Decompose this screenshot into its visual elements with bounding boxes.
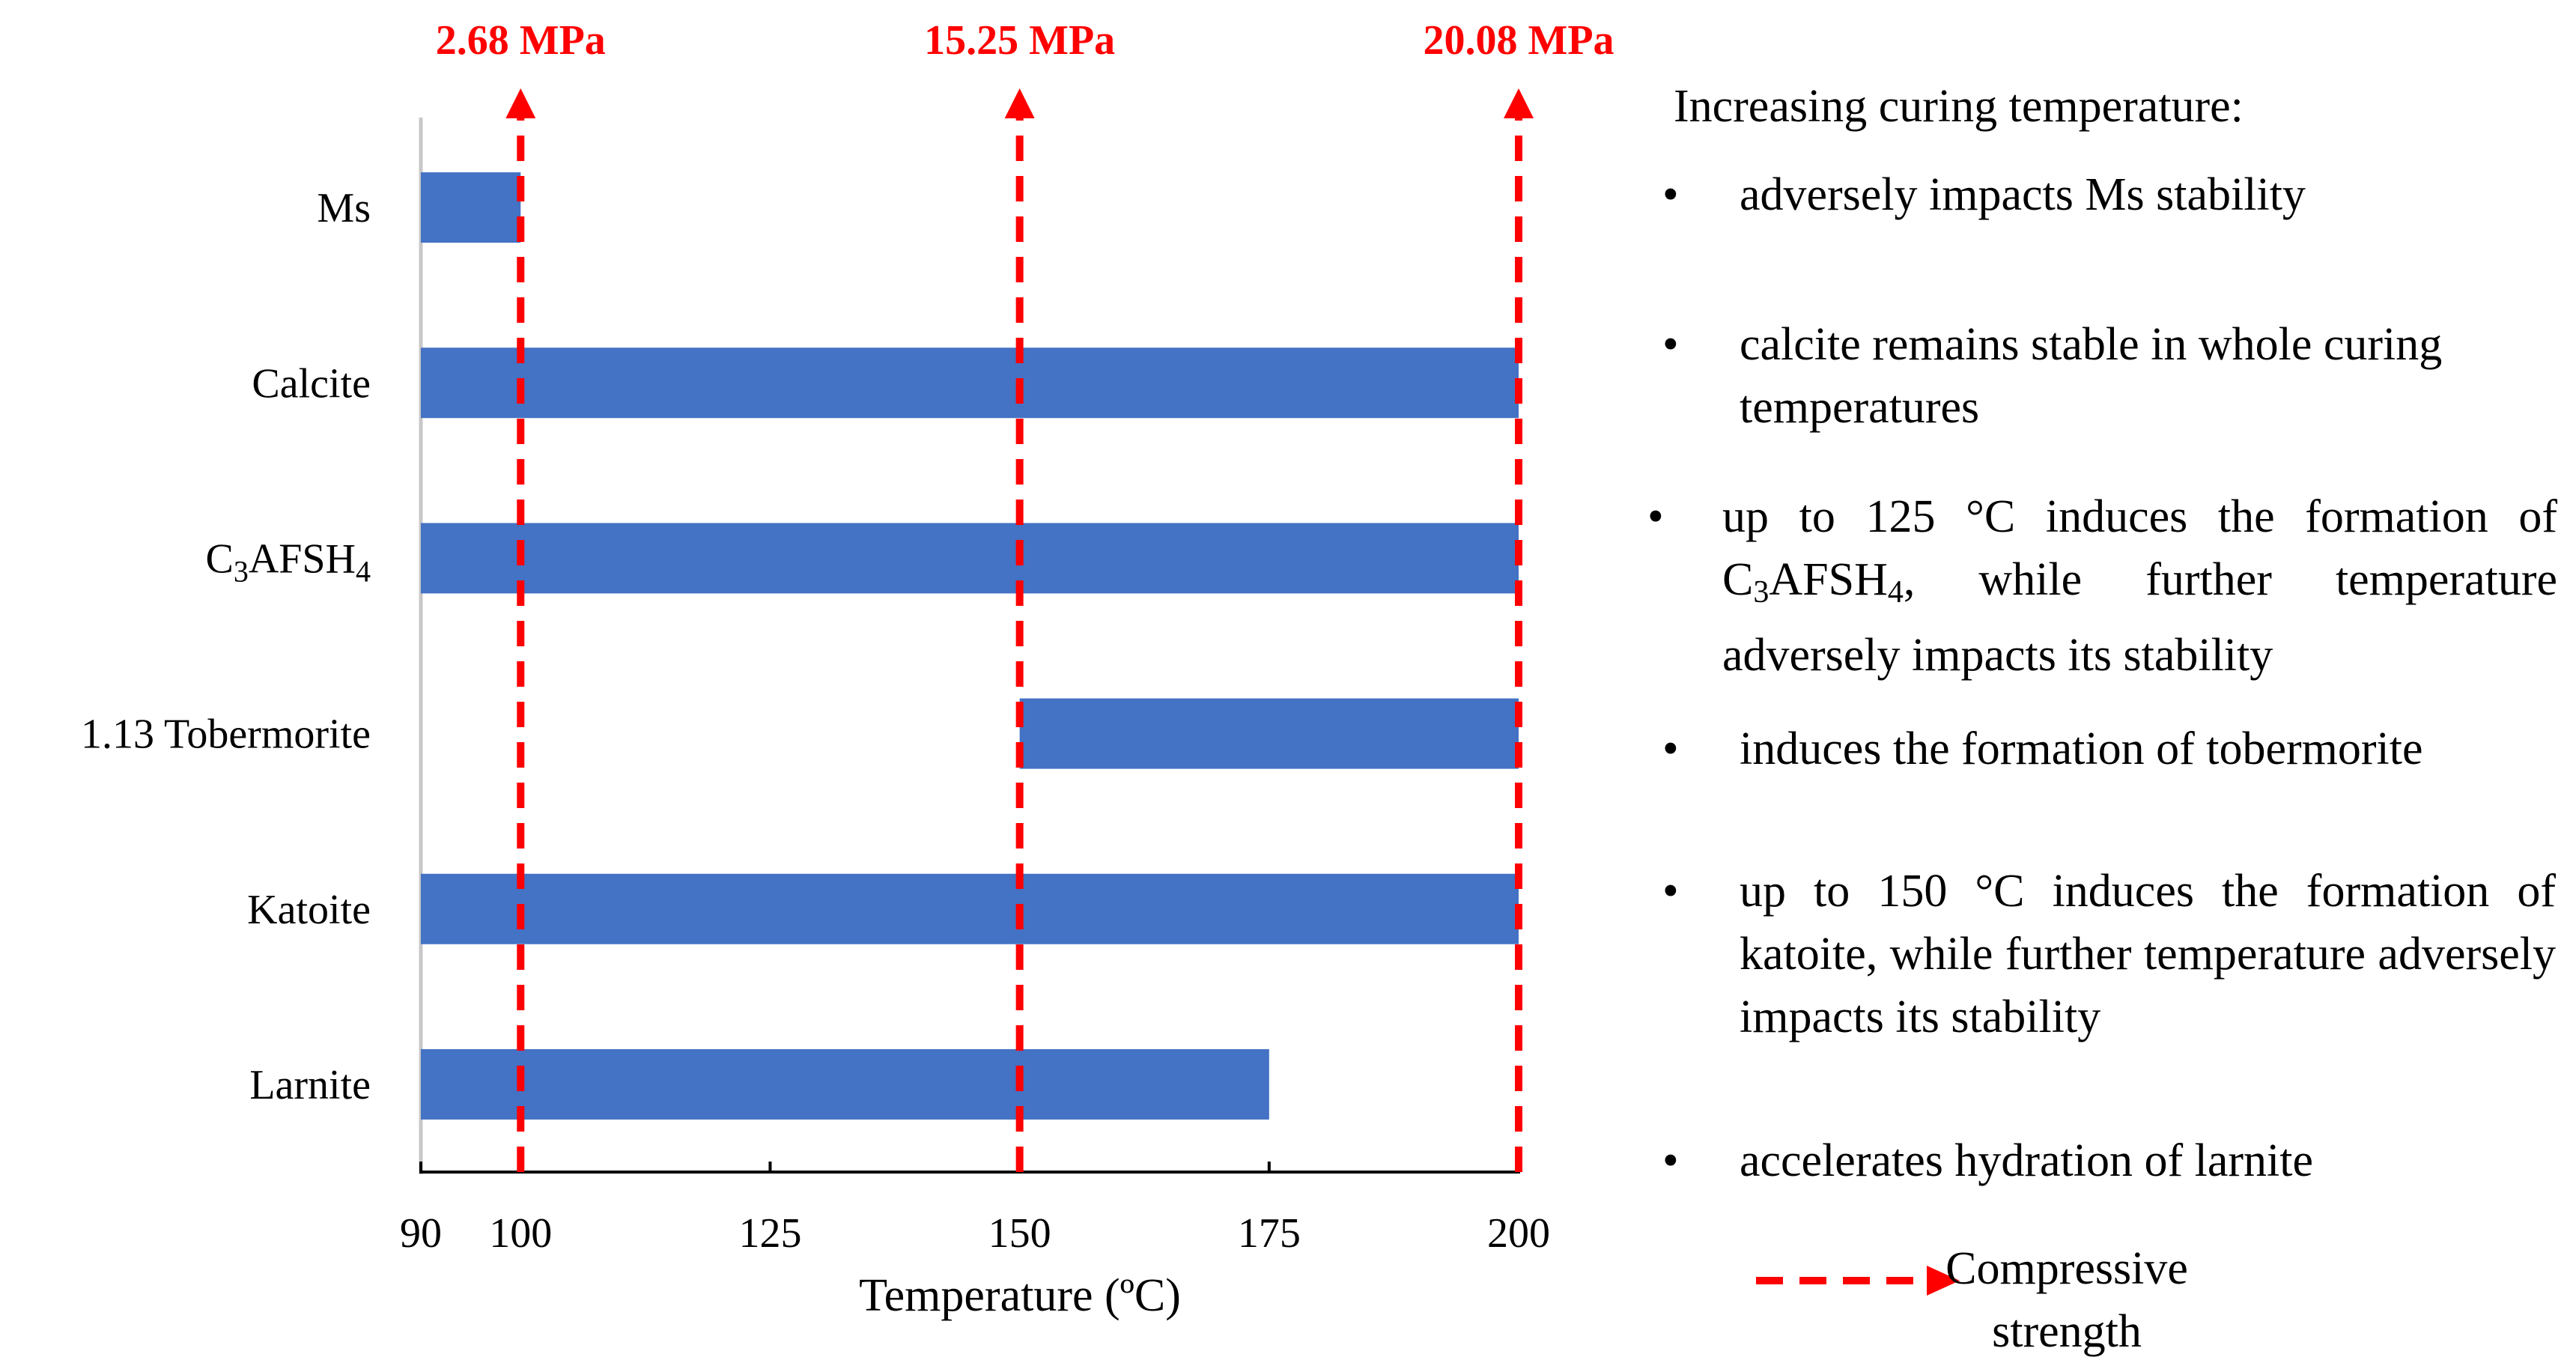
bar-ms xyxy=(421,172,521,243)
x-tick-label: 200 xyxy=(1487,1210,1550,1257)
category-label: Katoite xyxy=(247,887,371,933)
bullet: • xyxy=(1662,866,1679,917)
strength-label: 20.08 MPa xyxy=(1423,17,1614,64)
strength-marker-arrowhead xyxy=(1004,88,1035,118)
x-tick-label: 125 xyxy=(738,1210,801,1257)
strength-marker-arrowhead xyxy=(505,88,536,118)
bullet: • xyxy=(1662,319,1679,370)
legend-marker xyxy=(1756,1266,1960,1296)
category-label: Ms xyxy=(317,185,371,231)
notes-heading: Increasing curing temperature: xyxy=(1674,81,2244,132)
strength-label: 15.25 MPa xyxy=(924,17,1115,64)
note-text: adversely impacts Ms stability xyxy=(1740,169,2306,220)
note-text: accelerates hydration of larnite xyxy=(1740,1135,2313,1186)
bar-1-13-tobermorite xyxy=(1019,698,1519,769)
bullet: • xyxy=(1662,169,1679,220)
category-label: Larnite xyxy=(249,1062,371,1108)
legend-label: Compressive strength xyxy=(1945,1243,2188,1357)
bar-katoite xyxy=(421,873,1519,944)
x-tick-label: 90 xyxy=(400,1210,442,1257)
bullet: • xyxy=(1662,723,1679,774)
bullet: • xyxy=(1662,1135,1679,1186)
x-axis-label: Temperature (ºC) xyxy=(859,1270,1181,1321)
note-text: calcite remains stable in whole curing t… xyxy=(1740,319,2443,433)
category-label: Calcite xyxy=(252,360,371,407)
bullet: • xyxy=(1647,491,1664,542)
strength-marker-arrowhead xyxy=(1504,88,1534,118)
x-tick-label: 175 xyxy=(1238,1210,1301,1257)
x-tick-label: 150 xyxy=(988,1210,1051,1257)
note-text: up to 125 °C induces the formation of C3… xyxy=(1722,491,2557,681)
category-label: C3AFSH4 xyxy=(205,535,371,588)
note-text: up to 150 °C induces the formation of ka… xyxy=(1740,866,2556,1042)
strength-label: 2.68 MPa xyxy=(436,17,606,64)
note-text: induces the formation of tobermorite xyxy=(1740,723,2423,774)
bar-larnite xyxy=(421,1048,1269,1120)
chart: Ms Calcite C3AFSH4 1.13 Tobermorite Katoite L… xyxy=(81,17,1614,1321)
bar-calcite xyxy=(421,347,1519,419)
category-label: 1.13 Tobermorite xyxy=(81,711,371,758)
x-tick-label: 100 xyxy=(489,1210,552,1257)
bar-c3afsh4 xyxy=(421,523,1519,594)
